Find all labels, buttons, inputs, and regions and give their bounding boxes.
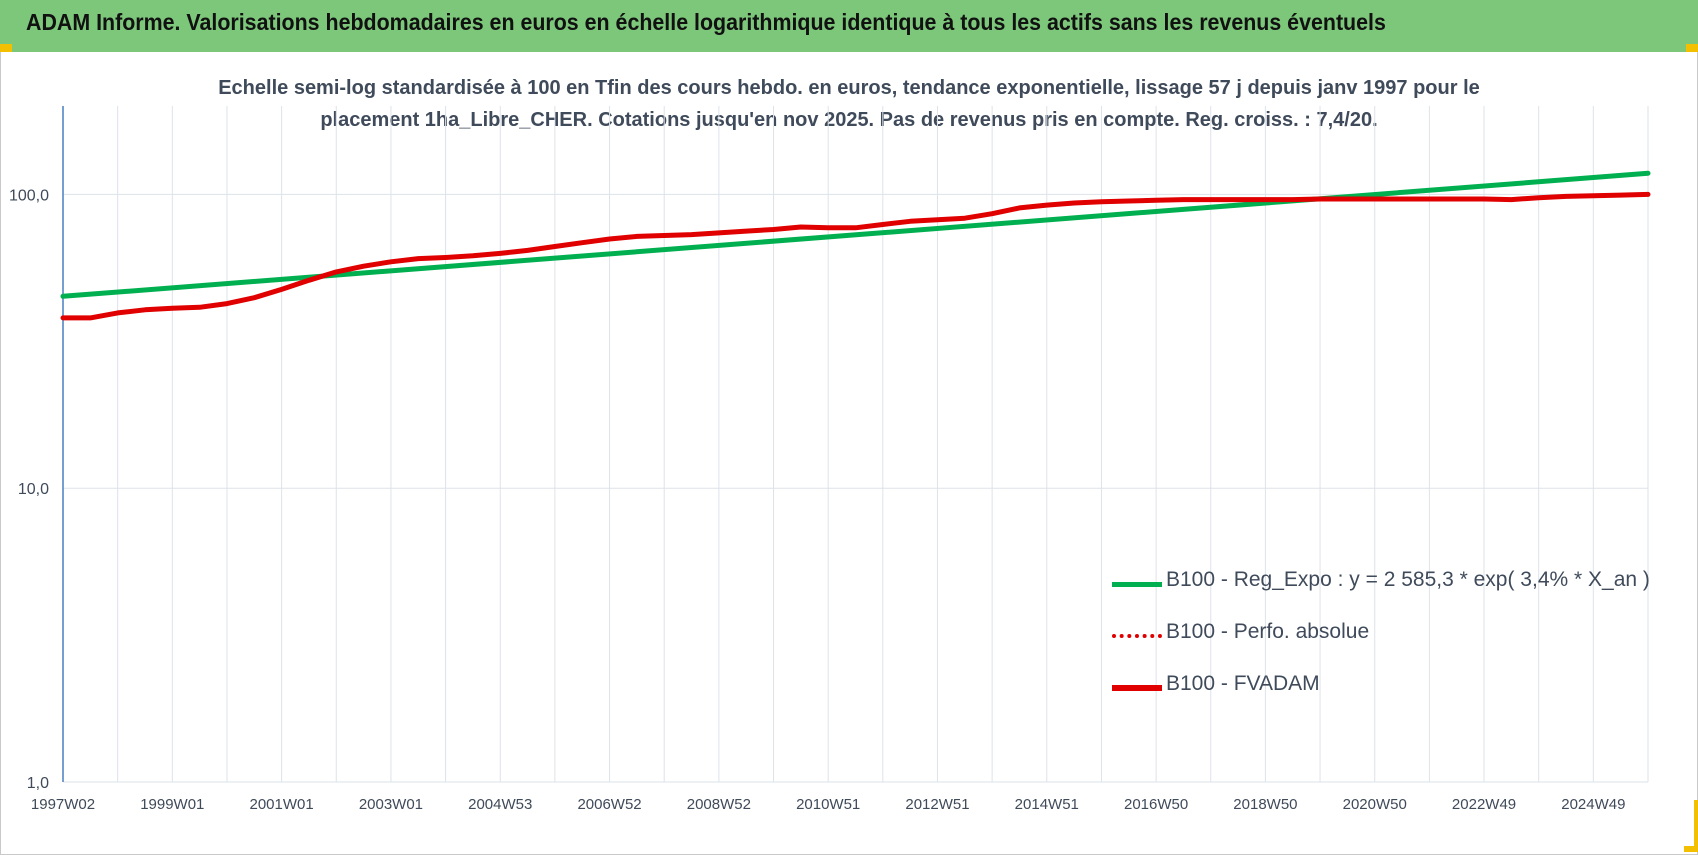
legend-item-fvadam: B100 - FVADAM xyxy=(1112,672,1672,702)
corner-marker-bottom-right xyxy=(1694,800,1698,850)
x-tick-label: 2020W50 xyxy=(1343,796,1407,813)
legend-swatch-reg-expo xyxy=(1112,582,1162,587)
x-tick-label: 2003W01 xyxy=(359,796,423,813)
legend-swatch-fvadam xyxy=(1112,685,1162,691)
y-tick-label: 1,0 xyxy=(27,775,49,792)
corner-marker-top-left xyxy=(0,44,12,52)
x-tick-label: 2001W01 xyxy=(250,796,314,813)
series-layer xyxy=(60,170,1651,321)
series-line-2 xyxy=(60,191,1651,321)
legend-label-fvadam: B100 - FVADAM xyxy=(1166,672,1320,695)
legend-label-perfo-absolue: B100 - Perfo. absolue xyxy=(1166,620,1370,643)
legend-item-perfo-absolue: B100 - Perfo. absolue xyxy=(1112,620,1672,650)
header-banner: ADAM Informe. Valorisations hebdomadaire… xyxy=(0,0,1698,52)
x-tick-label: 2004W53 xyxy=(468,796,532,813)
x-tick-label: 2008W52 xyxy=(687,796,751,813)
x-tick-labels: 1997W02 1999W01 2001W01 2003W01 2004W53 2006W… xyxy=(31,796,1626,813)
x-tick-label: 2010W51 xyxy=(796,796,860,813)
vertical-gridlines xyxy=(117,106,1649,782)
y-tick-label: 100,0 xyxy=(9,187,49,204)
x-tick-label: 1997W02 xyxy=(31,796,95,813)
series-line-0 xyxy=(60,170,1651,299)
x-tick-label: 2012W51 xyxy=(905,796,969,813)
chart-title-line-1: Echelle semi-log standardisée à 100 en T… xyxy=(218,77,1480,99)
x-tick-label: 2006W52 xyxy=(577,796,641,813)
x-tick-label: 2022W49 xyxy=(1452,796,1516,813)
x-tick-label: 2024W49 xyxy=(1561,796,1625,813)
x-tick-label: 2016W50 xyxy=(1124,796,1188,813)
legend-swatch-perfo-absolue xyxy=(1112,634,1162,638)
page-title: ADAM Informe. Valorisations hebdomadaire… xyxy=(26,9,1386,35)
legend-item-reg-expo: B100 - Reg_Expo : y = 2 585,3 * exp( 3,4… xyxy=(1112,568,1672,598)
chart-title-line-2: placement 1ha_Libre_CHER. Cotations jusq… xyxy=(320,109,1378,131)
corner-marker-bottom-right-base xyxy=(1684,846,1698,852)
corner-marker-top-right xyxy=(1686,44,1698,52)
y-tick-labels: 1,0 10,0 100,0 xyxy=(9,187,49,792)
x-tick-label: 2014W51 xyxy=(1015,796,1079,813)
x-tick-label: 2018W50 xyxy=(1233,796,1297,813)
x-tick-label: 1999W01 xyxy=(140,796,204,813)
legend-label-reg-expo: B100 - Reg_Expo : y = 2 585,3 * exp( 3,4… xyxy=(1166,568,1650,591)
y-tick-label: 10,0 xyxy=(18,481,49,498)
